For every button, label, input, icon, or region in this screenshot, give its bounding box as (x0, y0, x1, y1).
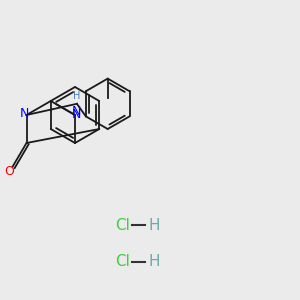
Text: N: N (71, 107, 81, 121)
Text: N: N (20, 107, 29, 121)
Text: N: N (72, 105, 82, 118)
Text: Cl: Cl (115, 254, 130, 269)
Text: H: H (73, 91, 81, 101)
Text: H: H (148, 254, 160, 269)
Text: Cl: Cl (115, 218, 130, 232)
Text: H: H (148, 218, 160, 232)
Text: O: O (4, 165, 14, 178)
